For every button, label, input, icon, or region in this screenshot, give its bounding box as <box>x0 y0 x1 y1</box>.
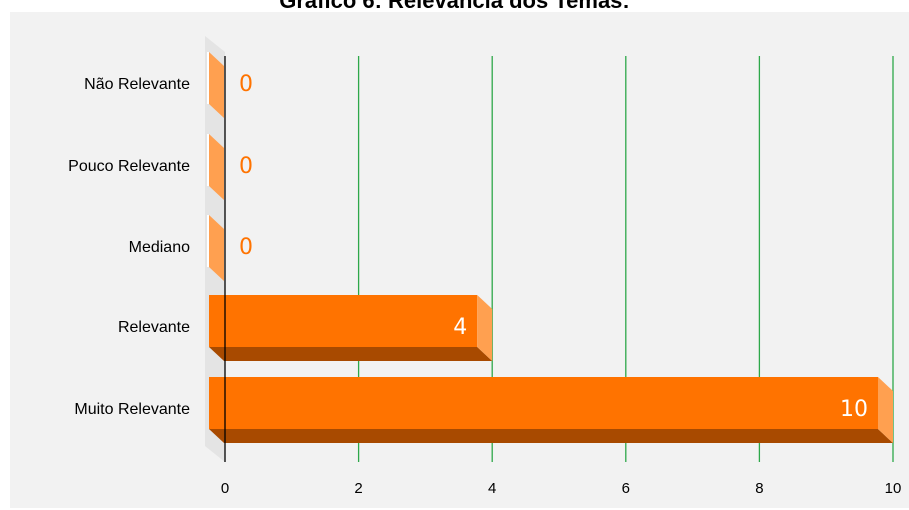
bar-zero-edge <box>207 52 209 104</box>
bar-end-face <box>209 134 224 200</box>
bar-end-face <box>477 295 493 361</box>
bar-1 <box>207 134 224 200</box>
category-label-2: Mediano <box>129 239 190 256</box>
bar-zero-edge <box>207 215 209 267</box>
x-tick-label-6: 6 <box>622 480 630 497</box>
x-tick-label-8: 8 <box>755 480 763 497</box>
bar-bottom-face <box>209 347 493 361</box>
bar-4 <box>209 377 893 443</box>
x-tick-label-10: 10 <box>885 480 902 497</box>
category-label-3: Relevante <box>118 319 190 336</box>
x-tick-label-4: 4 <box>488 480 496 497</box>
bar-end-face <box>209 215 224 281</box>
data-label-0: 0 <box>239 72 253 97</box>
bar-front-face <box>209 295 478 347</box>
labels: Não Relevante Pouco Relevante Mediano Relev… <box>68 72 901 497</box>
bar-0 <box>207 52 224 118</box>
chart-title: Gráfico 6: Relevância dos Temas: <box>279 0 630 13</box>
category-label-1: Pouco Relevante <box>68 158 190 175</box>
bar-end-face <box>878 377 893 443</box>
category-label-0: Não Relevante <box>84 76 190 93</box>
category-label-4: Muito Relevante <box>74 401 190 418</box>
bar-3 <box>209 295 493 361</box>
x-tick-label-0: 0 <box>221 480 229 497</box>
bar-bottom-face <box>209 429 893 443</box>
data-label-1: 0 <box>239 154 253 179</box>
data-label-4: 10 <box>840 397 868 422</box>
bar-end-face <box>209 52 224 118</box>
bar-2 <box>207 215 224 281</box>
bar-zero-edge <box>207 134 209 186</box>
bar-front-face <box>209 377 878 429</box>
bars <box>207 52 893 443</box>
x-tick-label-2: 2 <box>354 480 362 497</box>
data-label-3: 4 <box>453 315 467 340</box>
data-label-2: 0 <box>239 235 253 260</box>
